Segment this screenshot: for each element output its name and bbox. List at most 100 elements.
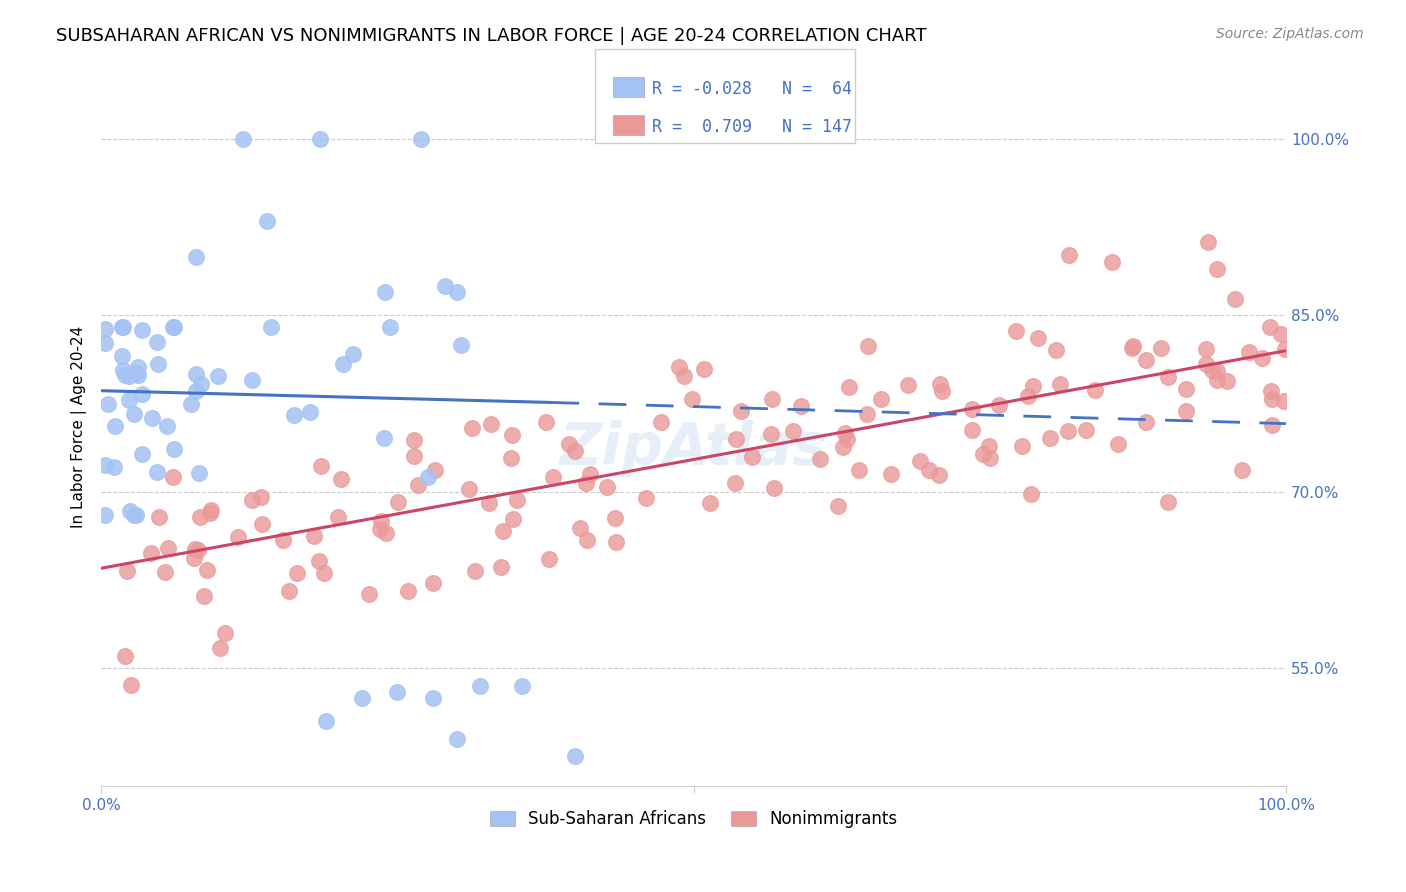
Point <box>184 368 207 382</box>
Point <box>1057 424 1080 438</box>
Point <box>277 584 299 599</box>
Point <box>187 543 209 558</box>
Point <box>103 459 125 474</box>
Point <box>1121 339 1143 353</box>
Point <box>1156 495 1178 509</box>
Point <box>184 250 207 264</box>
Point <box>375 525 398 540</box>
Point <box>141 546 163 560</box>
Point <box>111 363 134 377</box>
Point <box>124 367 146 381</box>
Point <box>370 514 392 528</box>
Point <box>93 322 115 336</box>
Point <box>987 398 1010 412</box>
Point <box>127 359 149 374</box>
Point <box>605 511 627 525</box>
Point <box>326 509 349 524</box>
Point <box>406 478 429 492</box>
Point <box>162 320 184 334</box>
Point <box>342 346 364 360</box>
Point <box>260 320 283 334</box>
Point <box>838 380 860 394</box>
Point <box>1135 415 1157 429</box>
Point <box>962 423 984 437</box>
Point <box>928 467 950 482</box>
Point <box>1223 292 1246 306</box>
Point <box>156 418 179 433</box>
Point <box>575 475 598 490</box>
Point <box>309 132 332 146</box>
Point <box>761 392 783 406</box>
Point <box>184 384 207 398</box>
Point <box>579 467 602 481</box>
Point <box>569 521 592 535</box>
Point <box>918 463 941 477</box>
Point <box>762 481 785 495</box>
Point <box>972 447 994 461</box>
Point <box>870 392 893 406</box>
Point <box>1005 324 1028 338</box>
Point <box>1011 439 1033 453</box>
Point <box>1017 389 1039 403</box>
Point <box>880 467 903 482</box>
Point <box>359 587 381 601</box>
Point <box>250 516 273 531</box>
Point <box>1237 344 1260 359</box>
Point <box>1150 341 1173 355</box>
Point <box>122 407 145 421</box>
Point <box>209 641 232 656</box>
Point <box>808 451 831 466</box>
Point <box>446 285 468 299</box>
Point <box>1156 369 1178 384</box>
Point <box>1049 377 1071 392</box>
Point <box>422 576 444 591</box>
Point <box>256 214 278 228</box>
Point <box>1260 392 1282 407</box>
Point <box>1258 319 1281 334</box>
Point <box>1206 373 1229 387</box>
Point <box>510 679 533 693</box>
Point <box>1028 331 1050 345</box>
Point <box>162 442 184 457</box>
Point <box>148 510 170 524</box>
Point <box>1057 248 1080 262</box>
Point <box>1175 404 1198 418</box>
Point <box>111 320 134 334</box>
Point <box>929 376 952 391</box>
Point <box>163 320 186 334</box>
Point <box>856 339 879 353</box>
Point <box>299 405 322 419</box>
Point <box>402 434 425 448</box>
Point <box>315 714 337 728</box>
Point <box>157 541 180 555</box>
Point <box>184 541 207 556</box>
Point <box>374 285 396 299</box>
Point <box>1084 383 1107 397</box>
Point <box>668 359 690 374</box>
Point <box>461 421 484 435</box>
Point <box>479 417 502 432</box>
Point <box>457 482 479 496</box>
Y-axis label: In Labor Force | Age 20-24: In Labor Force | Age 20-24 <box>72 326 87 528</box>
Point <box>125 508 148 523</box>
Point <box>564 444 586 458</box>
Point <box>271 533 294 548</box>
Point <box>499 451 522 466</box>
Point <box>491 524 513 539</box>
Point <box>387 684 409 698</box>
Point <box>111 349 134 363</box>
Point <box>330 471 353 485</box>
Point <box>120 678 142 692</box>
Point <box>350 690 373 705</box>
Point <box>650 415 672 429</box>
Point <box>120 504 142 518</box>
Point <box>558 437 581 451</box>
Point <box>250 490 273 504</box>
Point <box>110 320 132 334</box>
Point <box>832 440 855 454</box>
Point <box>834 425 856 440</box>
Point <box>195 563 218 577</box>
Point <box>214 626 236 640</box>
Point <box>501 428 523 442</box>
Point <box>131 386 153 401</box>
